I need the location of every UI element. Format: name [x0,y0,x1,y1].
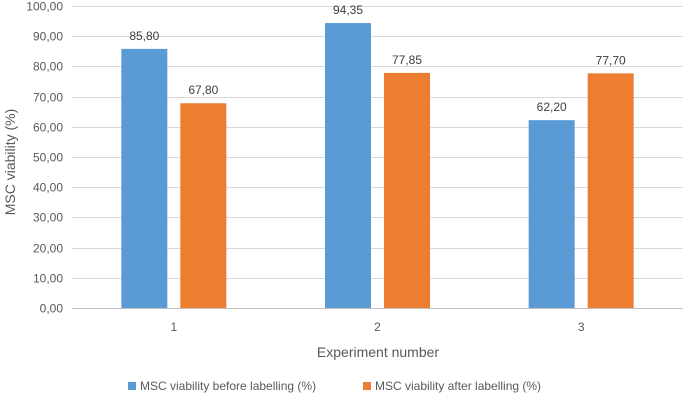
legend-label-before: MSC viability before labelling (%) [140,379,316,393]
data-label-exp2-before: 94,35 [333,3,363,17]
x-tick-label: 1 [170,320,177,334]
legend-swatch-after [363,382,371,390]
bar-exp3-before [528,120,575,308]
x-axis-ticks: 1 2 3 [170,320,584,334]
bar-exp2-after [384,72,430,308]
x-axis-title: Experiment number [317,344,440,360]
legend-label-after: MSC viability after labelling (%) [375,379,541,393]
y-tick-label: 80,00 [33,60,63,74]
y-tick-label: 0,00 [40,302,64,316]
y-tick-label: 30,00 [33,211,63,225]
data-label-exp1-after: 67,80 [188,83,218,97]
y-tick-label: 10,00 [33,272,63,286]
y-axis-ticks: 0,00 10,00 20,00 30,00 40,00 50,00 60,00 70,00 8… [26,0,63,316]
y-tick-label: 60,00 [33,121,63,135]
data-label-exp1-before: 85,80 [129,29,159,43]
x-tick-label: 3 [578,320,585,334]
bar-exp2-before [325,23,371,309]
y-tick-label: 20,00 [33,242,63,256]
y-tick-label: 50,00 [33,151,63,165]
data-label-exp3-after: 77,70 [596,53,626,67]
y-tick-label: 70,00 [33,91,63,105]
y-tick-label: 40,00 [33,181,63,195]
bars [121,23,634,309]
legend-swatch-before [128,382,136,390]
y-axis-title: MSC viability (%) [2,109,18,216]
data-labels: 85,80 67,80 94,35 77,85 62,20 77,70 [129,3,626,114]
x-tick-label: 2 [374,320,381,334]
data-label-exp2-after: 77,85 [392,53,422,67]
bar-exp3-after [587,73,634,308]
data-label-exp3-before: 62,20 [537,100,567,114]
legend: MSC viability before labelling (%) MSC vi… [128,379,541,393]
y-tick-label: 100,00 [26,0,63,14]
bar-exp1-before [121,48,168,308]
bar-exp1-after [180,103,227,308]
gridlines [72,6,683,309]
y-tick-label: 90,00 [33,30,63,44]
